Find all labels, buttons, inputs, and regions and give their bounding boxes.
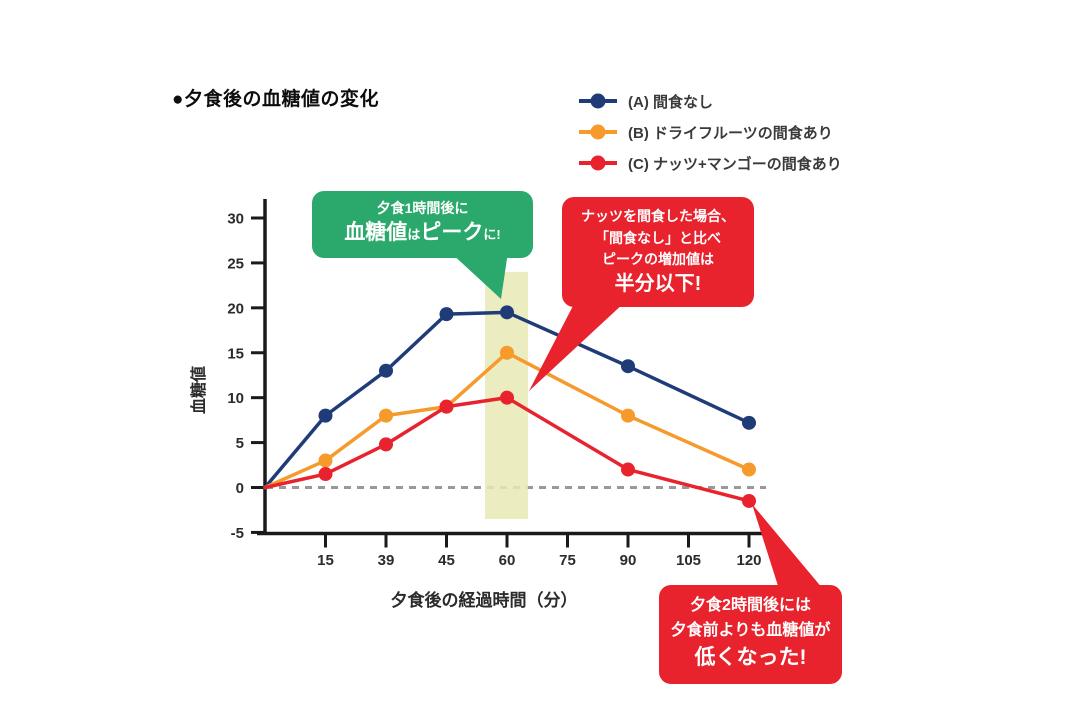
callout-nuts-line3: ピークの増加値は <box>602 251 714 268</box>
x-tick-label: 90 <box>620 552 637 569</box>
x-tick-label: 60 <box>499 552 516 569</box>
x-axis-label: 夕食後の経過時間（分） <box>390 591 578 610</box>
x-tick-label: 75 <box>559 552 576 569</box>
callout-peak-tail <box>450 252 508 299</box>
data-point-c <box>500 390 514 405</box>
data-point-c <box>439 399 454 414</box>
y-tick-label: -5 <box>231 525 244 542</box>
data-point-a <box>439 307 454 322</box>
data-point-c <box>621 462 635 477</box>
y-tick-label: 30 <box>227 211 244 228</box>
data-point-b <box>621 408 635 423</box>
data-point-a <box>379 363 393 378</box>
callout-lower-red: 夕食2時間後には 夕食前よりも血糖値が 低くなった! <box>659 585 842 684</box>
data-point-c <box>742 493 756 508</box>
x-tick-label: 120 <box>736 552 761 569</box>
data-point-c <box>318 467 333 482</box>
data-point-b <box>742 462 756 477</box>
legend-label-b: (B) ドライフルーツの間食あり <box>628 124 833 142</box>
callout-lower-line1: 夕食2時間後には <box>690 597 811 614</box>
data-point-b <box>318 453 333 468</box>
legend-item-a: (A) 間食なし <box>578 90 842 112</box>
callout-lower-tail <box>752 504 823 589</box>
y-tick-label: 10 <box>227 390 244 407</box>
legend-line-dot-icon-a <box>579 93 617 109</box>
data-point-a <box>621 359 635 374</box>
callout-nuts-line2: 「間食なし」と比べ <box>595 229 721 246</box>
page-title: ●夕食後の血糖値の変化 <box>172 89 379 110</box>
callout-lower-emphasis: 低くなった! <box>694 645 807 669</box>
data-point-a <box>318 408 333 423</box>
callout-peak-green: 夕食1時間後に 血糖値はピークに! <box>312 191 533 258</box>
data-point-b <box>500 345 514 360</box>
y-tick-label: 0 <box>236 480 244 497</box>
callout-peak-line2-segment: ピーク <box>420 221 484 245</box>
legend-label-c: (C) ナッツ+マンゴーの間食あり <box>628 155 842 173</box>
x-tick-label: 39 <box>378 552 395 569</box>
callout-peak-line2-segment: に! <box>483 227 501 243</box>
y-tick-label: 15 <box>227 345 244 362</box>
chart-legend: (A) 間食なし (B) ドライフルーツの間食あり (C) ナッツ+マンゴーの間… <box>578 90 842 183</box>
callout-nuts-red: ナッツを間食した場合、 「間食なし」と比べ ピークの増加値は 半分以下! <box>562 197 754 307</box>
callout-peak-line2-segment: 血糖値 <box>344 221 408 245</box>
legend-line-dot-icon-b <box>579 124 617 140</box>
callout-lower-line2: 夕食前よりも血糖値が <box>670 621 831 639</box>
callout-nuts-emphasis: 半分以下! <box>614 273 702 296</box>
y-tick-label: 5 <box>236 435 244 452</box>
y-tick-label: 25 <box>227 255 244 272</box>
legend-label-a: (A) 間食なし <box>628 93 713 111</box>
legend-item-b: (B) ドライフルーツの間食あり <box>578 121 842 143</box>
data-point-c <box>379 437 393 452</box>
y-tick-label: 20 <box>227 300 244 317</box>
x-tick-label: 15 <box>317 552 334 569</box>
data-point-b <box>379 408 393 423</box>
callout-nuts-tail <box>529 302 625 391</box>
legend-line-dot-icon-c <box>579 155 617 171</box>
callout-nuts-line1: ナッツを間食した場合、 <box>581 208 735 224</box>
data-point-a <box>500 305 514 320</box>
callout-peak-line1: 夕食1時間後に <box>376 200 469 216</box>
legend-item-c: (C) ナッツ+マンゴーの間食あり <box>578 152 842 174</box>
y-axis-label: 血糖値 <box>191 366 208 415</box>
x-tick-label: 105 <box>676 552 701 569</box>
callout-peak-line2-segment: は <box>407 227 421 243</box>
x-tick-label: 45 <box>438 552 455 569</box>
data-point-a <box>742 415 756 430</box>
callout-peak-line2: 血糖値はピークに! <box>312 217 533 249</box>
